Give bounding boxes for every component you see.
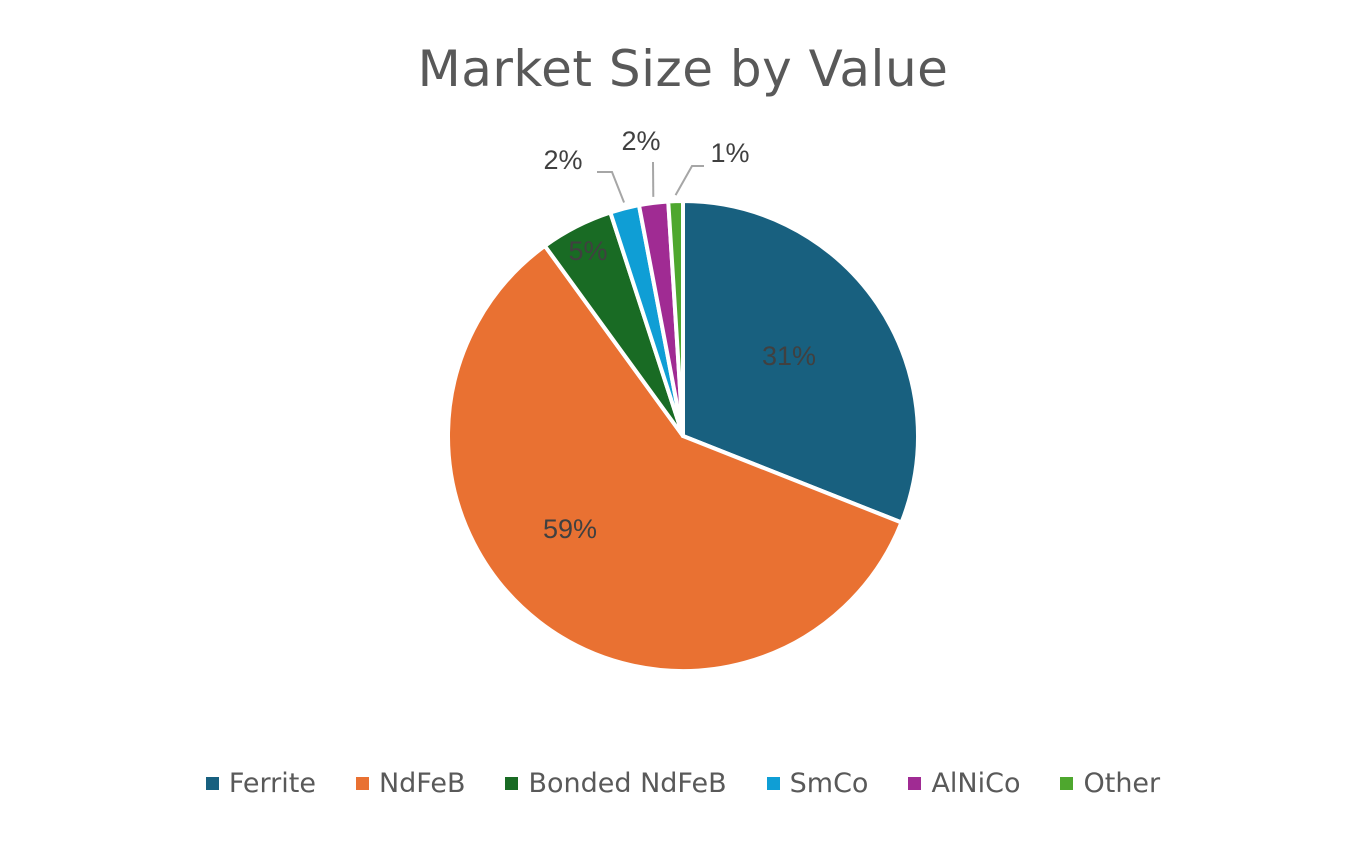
legend-label: SmCo (789, 768, 869, 799)
leader-line-other (674, 165, 704, 196)
legend-item-ferrite: Ferrite (205, 768, 316, 799)
legend: Ferrite NdFeB Bonded NdFeB SmCo AlNiCo Other (0, 768, 1366, 799)
leader-line-smco (597, 171, 625, 203)
legend-label: Other (1083, 768, 1161, 799)
data-label-bonded-ndfeb: 5% (568, 236, 607, 266)
legend-item-smco: SmCo (766, 768, 869, 799)
legend-swatch (766, 777, 780, 790)
legend-label: AlNiCo (931, 768, 1021, 799)
legend-item-other: Other (1060, 768, 1160, 799)
legend-label: Bonded NdFeB (528, 768, 727, 799)
data-label-ferrite: 31% (762, 341, 816, 371)
pie-slice-ndfeb (446, 243, 904, 673)
legend-item-ndfeb: NdFeB (355, 768, 466, 799)
legend-swatch (355, 777, 369, 790)
legend-item-bonded-ndfeb: Bonded NdFeB (505, 768, 727, 799)
legend-swatch (505, 777, 519, 790)
data-label-smco: 2% (543, 145, 582, 175)
pie-slice-ferrite (681, 199, 920, 525)
legend-swatch (1060, 777, 1074, 790)
legend-item-alnico: AlNiCo (908, 768, 1020, 799)
data-label-other: 1% (710, 138, 749, 168)
data-label-alnico: 2% (621, 126, 660, 156)
legend-swatch (908, 777, 922, 790)
chart-title: Market Size by Value (417, 40, 949, 98)
pie-slice-other (666, 199, 685, 438)
legend-label: Ferrite (228, 768, 316, 799)
data-label-ndfeb: 59% (543, 514, 597, 544)
legend-swatch (205, 777, 219, 790)
legend-label: NdFeB (378, 768, 466, 799)
